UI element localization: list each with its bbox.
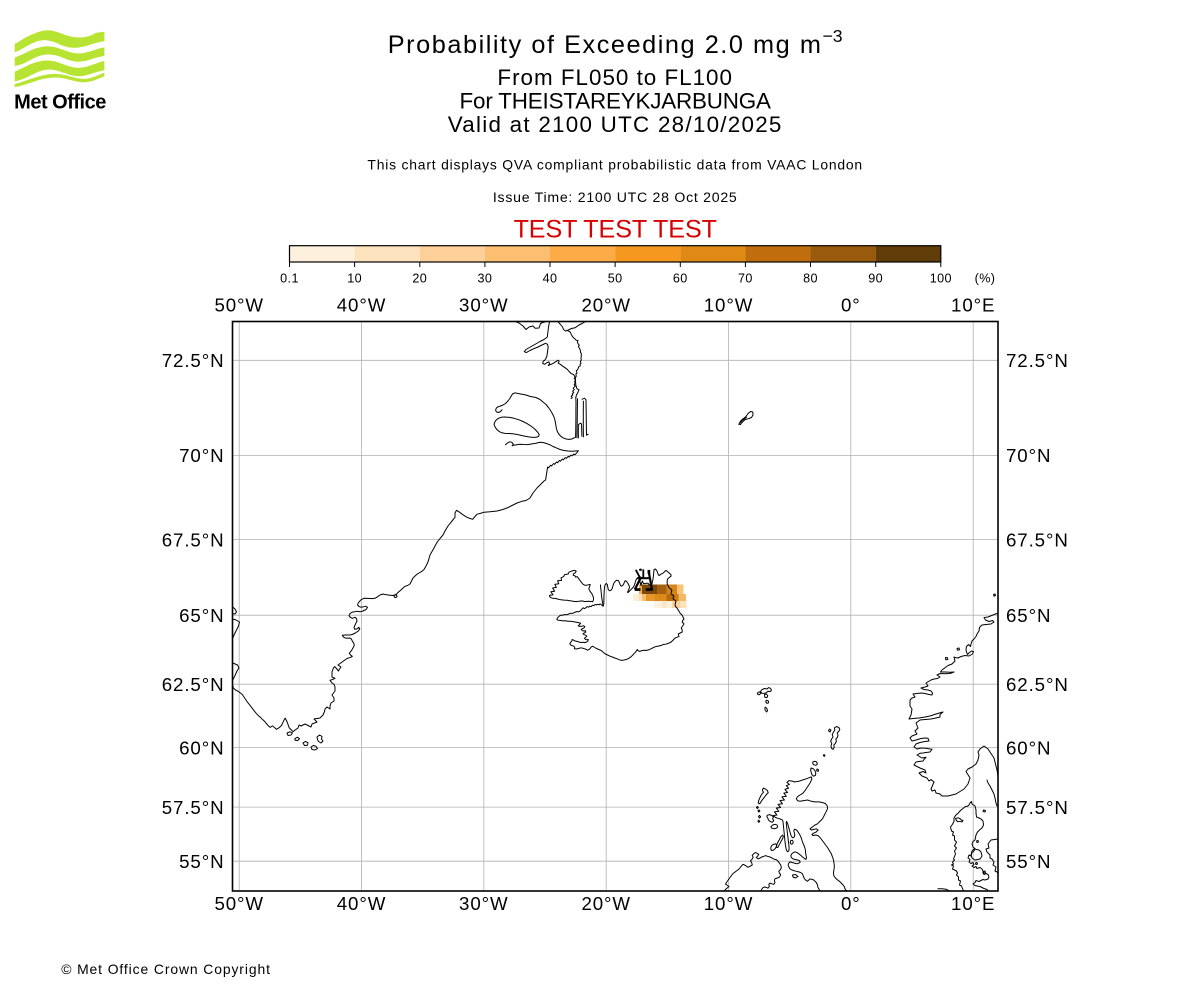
svg-text:70°N: 70°N (179, 445, 224, 466)
svg-text:80: 80 (803, 272, 818, 286)
svg-text:0°: 0° (841, 295, 861, 316)
svg-text:40: 40 (543, 272, 558, 286)
svg-text:Valid at 2100 UTC 28/10/2025: Valid at 2100 UTC 28/10/2025 (448, 112, 783, 137)
svg-text:TEST TEST TEST: TEST TEST TEST (514, 215, 717, 243)
svg-text:72.5°N: 72.5°N (162, 350, 225, 371)
svg-text:70: 70 (738, 272, 753, 286)
svg-text:65°N: 65°N (179, 605, 224, 626)
svg-text:20: 20 (412, 272, 427, 286)
svg-text:10: 10 (347, 272, 362, 286)
svg-text:From FL050 to FL100: From FL050 to FL100 (497, 65, 733, 90)
svg-text:10°E: 10°E (951, 295, 995, 316)
svg-text:Met Office: Met Office (14, 91, 106, 113)
svg-text:50°W: 50°W (214, 295, 264, 316)
svg-text:50°W: 50°W (214, 893, 264, 914)
svg-text:30°W: 30°W (459, 893, 509, 914)
svg-text:30: 30 (477, 272, 492, 286)
svg-text:10°W: 10°W (704, 893, 754, 914)
svg-text:10°W: 10°W (704, 295, 754, 316)
svg-text:55°N: 55°N (1006, 851, 1051, 872)
svg-text:57.5°N: 57.5°N (162, 797, 225, 818)
svg-text:62.5°N: 62.5°N (162, 674, 225, 695)
svg-text:57.5°N: 57.5°N (1006, 797, 1069, 818)
svg-text:60°N: 60°N (179, 737, 224, 758)
svg-text:10°E: 10°E (951, 893, 995, 914)
svg-text:This chart displays QVA compli: This chart displays QVA compliant probab… (367, 157, 863, 173)
svg-text:For THEISTAREYKJARBUNGA: For THEISTAREYKJARBUNGA (460, 89, 772, 114)
svg-text:67.5°N: 67.5°N (1006, 529, 1069, 550)
svg-text:40°W: 40°W (337, 295, 387, 316)
svg-text:© Met Office Crown Copyright: © Met Office Crown Copyright (61, 961, 271, 977)
svg-text:20°W: 20°W (581, 295, 631, 316)
svg-text:Probability of Exceeding 2.0 m: Probability of Exceeding 2.0 mg m−3 (388, 26, 843, 59)
svg-text:60°N: 60°N (1006, 737, 1051, 758)
svg-text:0.1: 0.1 (280, 272, 299, 286)
svg-text:20°W: 20°W (581, 893, 631, 914)
svg-text:50: 50 (608, 272, 623, 286)
svg-text:100: 100 (930, 272, 952, 286)
svg-text:55°N: 55°N (179, 851, 224, 872)
svg-text:Issue Time: 2100 UTC 28 Oct 20: Issue Time: 2100 UTC 28 Oct 2025 (493, 189, 738, 205)
svg-text:62.5°N: 62.5°N (1006, 674, 1069, 695)
svg-text:40°W: 40°W (337, 893, 387, 914)
svg-text:30°W: 30°W (459, 295, 509, 316)
svg-text:(%): (%) (975, 272, 996, 286)
svg-text:70°N: 70°N (1006, 445, 1051, 466)
svg-text:65°N: 65°N (1006, 605, 1051, 626)
svg-text:0°: 0° (841, 893, 861, 914)
svg-text:90: 90 (868, 272, 883, 286)
svg-text:72.5°N: 72.5°N (1006, 350, 1069, 371)
svg-text:60: 60 (673, 272, 688, 286)
svg-text:67.5°N: 67.5°N (162, 529, 225, 550)
